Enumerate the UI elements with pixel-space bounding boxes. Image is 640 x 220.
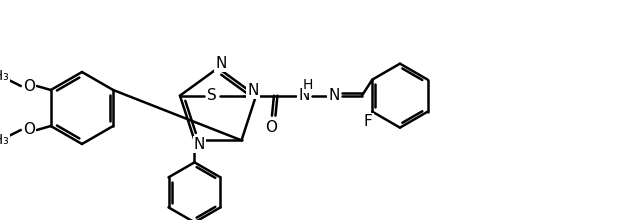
- Text: O: O: [265, 120, 277, 135]
- Text: O: O: [23, 123, 35, 138]
- Text: CH₃: CH₃: [0, 133, 9, 147]
- Text: N: N: [298, 88, 310, 103]
- Text: N: N: [194, 137, 205, 152]
- Text: F: F: [364, 114, 372, 129]
- Text: N: N: [247, 83, 259, 98]
- Text: CH₃: CH₃: [0, 69, 9, 83]
- Text: O: O: [23, 79, 35, 94]
- Text: N: N: [215, 55, 227, 70]
- Text: H: H: [303, 78, 313, 92]
- Text: S: S: [207, 88, 217, 103]
- Text: N: N: [328, 88, 340, 103]
